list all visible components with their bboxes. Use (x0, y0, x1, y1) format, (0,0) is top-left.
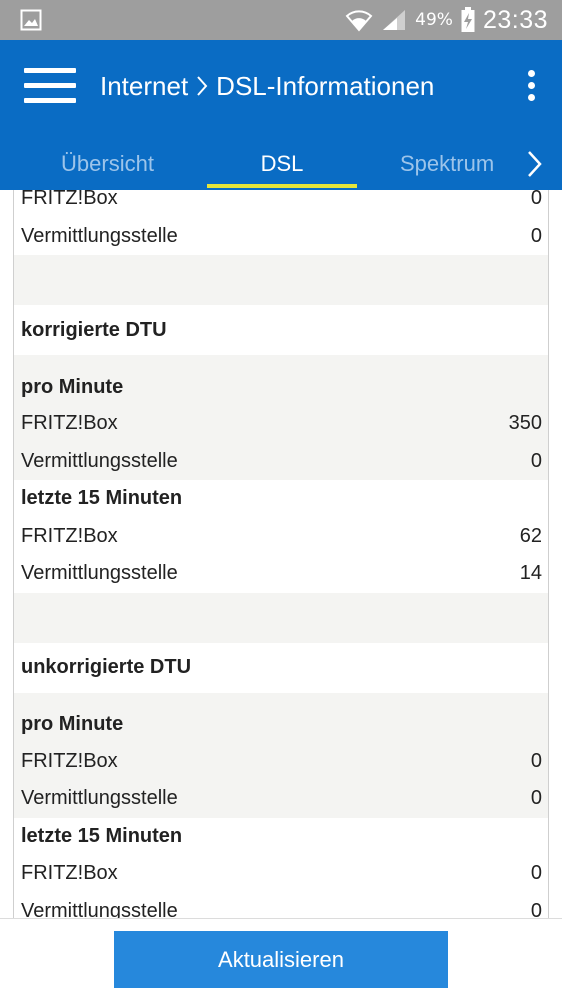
battery-percent: 49% (415, 10, 453, 30)
wifi-icon (345, 10, 373, 32)
footer-bar: Aktualisieren (0, 918, 562, 999)
section-header: unkorrigierte DTU (14, 642, 548, 693)
hamburger-menu-icon[interactable] (24, 66, 76, 106)
tab-dsl[interactable]: DSL (260, 151, 304, 176)
refresh-button[interactable]: Aktualisieren (114, 931, 448, 988)
table-row: Vermittlungsstelle 14 (14, 555, 548, 593)
subsection-header: letzte 15 Minuten (14, 480, 548, 518)
table-row: Vermittlungsstelle 0 (14, 780, 548, 818)
section-divider (14, 592, 548, 643)
subsection-header: letzte 15 Minuten (14, 817, 548, 855)
app-bar: Internet DSL-Informationen Übersicht DSL… (0, 40, 562, 190)
signal-icon (383, 10, 406, 30)
table-row: Vermittlungsstelle 0 (14, 217, 548, 255)
gallery-icon (20, 9, 42, 31)
breadcrumb-internet[interactable]: Internet (100, 70, 189, 101)
tab-spektrum[interactable]: Spektrum (400, 151, 495, 176)
table-row: FRITZ!Box 350 (14, 405, 548, 443)
statistics-panel: FRITZ!Box 0 Vermittlungsstelle 0 korrigier… (13, 190, 549, 918)
subsection-header: pro Minute (14, 692, 548, 743)
table-row: FRITZ!Box 0 (14, 190, 548, 218)
table-row: Vermittlungsstelle 0 (14, 892, 548, 918)
table-row: FRITZ!Box 0 (14, 855, 548, 893)
table-row: FRITZ!Box 0 (14, 742, 548, 780)
chevron-right-icon[interactable] (522, 148, 546, 180)
battery-charging-icon (461, 7, 475, 32)
active-tab-indicator (207, 184, 357, 188)
status-bar: 49% 23:33 (0, 0, 562, 40)
breadcrumb-dsl-informationen: DSL-Informationen (216, 70, 435, 101)
table-row: FRITZ!Box 62 (14, 517, 548, 555)
tab-bar: Übersicht DSL Spektrum (0, 138, 562, 190)
clock: 23:33 (482, 5, 548, 34)
dsl-statistics-list[interactable]: FRITZ!Box 0 Vermittlungsstelle 0 korrigier… (0, 190, 562, 918)
section-header: korrigierte DTU (14, 305, 548, 355)
tab-uebersicht[interactable]: Übersicht (61, 151, 154, 176)
section-divider (14, 255, 548, 305)
breadcrumb: Internet DSL-Informationen (100, 68, 434, 104)
more-options-icon[interactable] (522, 68, 540, 104)
subsection-header: pro Minute (14, 355, 548, 405)
table-row: Vermittlungsstelle 0 (14, 442, 548, 480)
chevron-right-icon (196, 75, 208, 97)
